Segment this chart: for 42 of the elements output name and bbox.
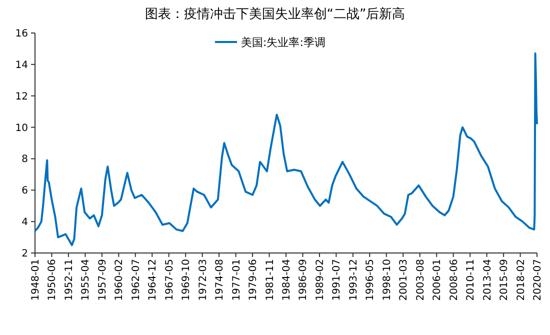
x-tick-label: 1967-05 [164, 259, 176, 301]
y-tick-label: 6 [22, 186, 28, 197]
x-tick-label: 1979-06 [248, 259, 260, 301]
x-tick-label: 1972-03 [198, 259, 209, 301]
x-tick-label: 2010-11 [466, 259, 477, 301]
x-tick-label: 2020-07 [532, 259, 544, 301]
x-tick-label: 1998-10 [382, 259, 393, 301]
x-tick-label: 2003-08 [415, 259, 426, 301]
legend-label: 美国:失业率:季调 [241, 36, 326, 49]
x-tick-label: 1986-09 [298, 259, 310, 301]
x-tick-label: 2013-04 [482, 259, 494, 301]
x-tick-label: 1969-10 [181, 259, 192, 301]
line-series [34, 52, 538, 246]
x-tick-label: 1996-05 [365, 259, 376, 301]
x-tick-label: 1993-12 [348, 259, 360, 301]
x-tick-label: 1948-01 [30, 259, 42, 301]
x-tick-label: 1989-02 [315, 259, 326, 301]
x-tick-label: 1984-04 [282, 259, 292, 301]
x-tick-label: 2006-01 [432, 259, 444, 301]
x-tick-label: 1957-09 [97, 259, 108, 301]
x-tick-label: 2018-02 [516, 259, 527, 301]
x-tick-label: 2001-03 [398, 259, 410, 301]
x-tick-label: 2008-06 [448, 259, 460, 301]
x-tick-label: 1955-04 [80, 259, 92, 301]
y-tick-label: 16 [15, 28, 28, 40]
x-tick-label: 1950-06 [47, 259, 58, 301]
x-tick-label: 1960-02 [114, 259, 126, 301]
y-tick-label: 2 [22, 248, 28, 260]
x-tick-label: 2015-09 [499, 259, 510, 301]
x-tick-label: 1964-12 [148, 259, 159, 301]
x-tick-label: 1981-11 [264, 259, 276, 301]
x-tick-label: 1974-08 [214, 259, 226, 301]
y-tick-label: 10 [15, 122, 28, 134]
chart-title: 图表：疫情冲击下美国失业率创“二战”后新高 [144, 6, 406, 22]
x-tick-label: 1977-01 [231, 259, 242, 301]
y-tick-label: 4 [22, 217, 28, 228]
y-tick-label: 14 [15, 60, 28, 71]
y-tick-label: 12 [15, 91, 28, 102]
x-tick-label: 1962-07 [130, 259, 142, 301]
x-tick-label: 1952-11 [64, 259, 75, 301]
y-tick-label: 8 [22, 154, 28, 166]
x-tick-label: 1991-07 [332, 259, 343, 301]
